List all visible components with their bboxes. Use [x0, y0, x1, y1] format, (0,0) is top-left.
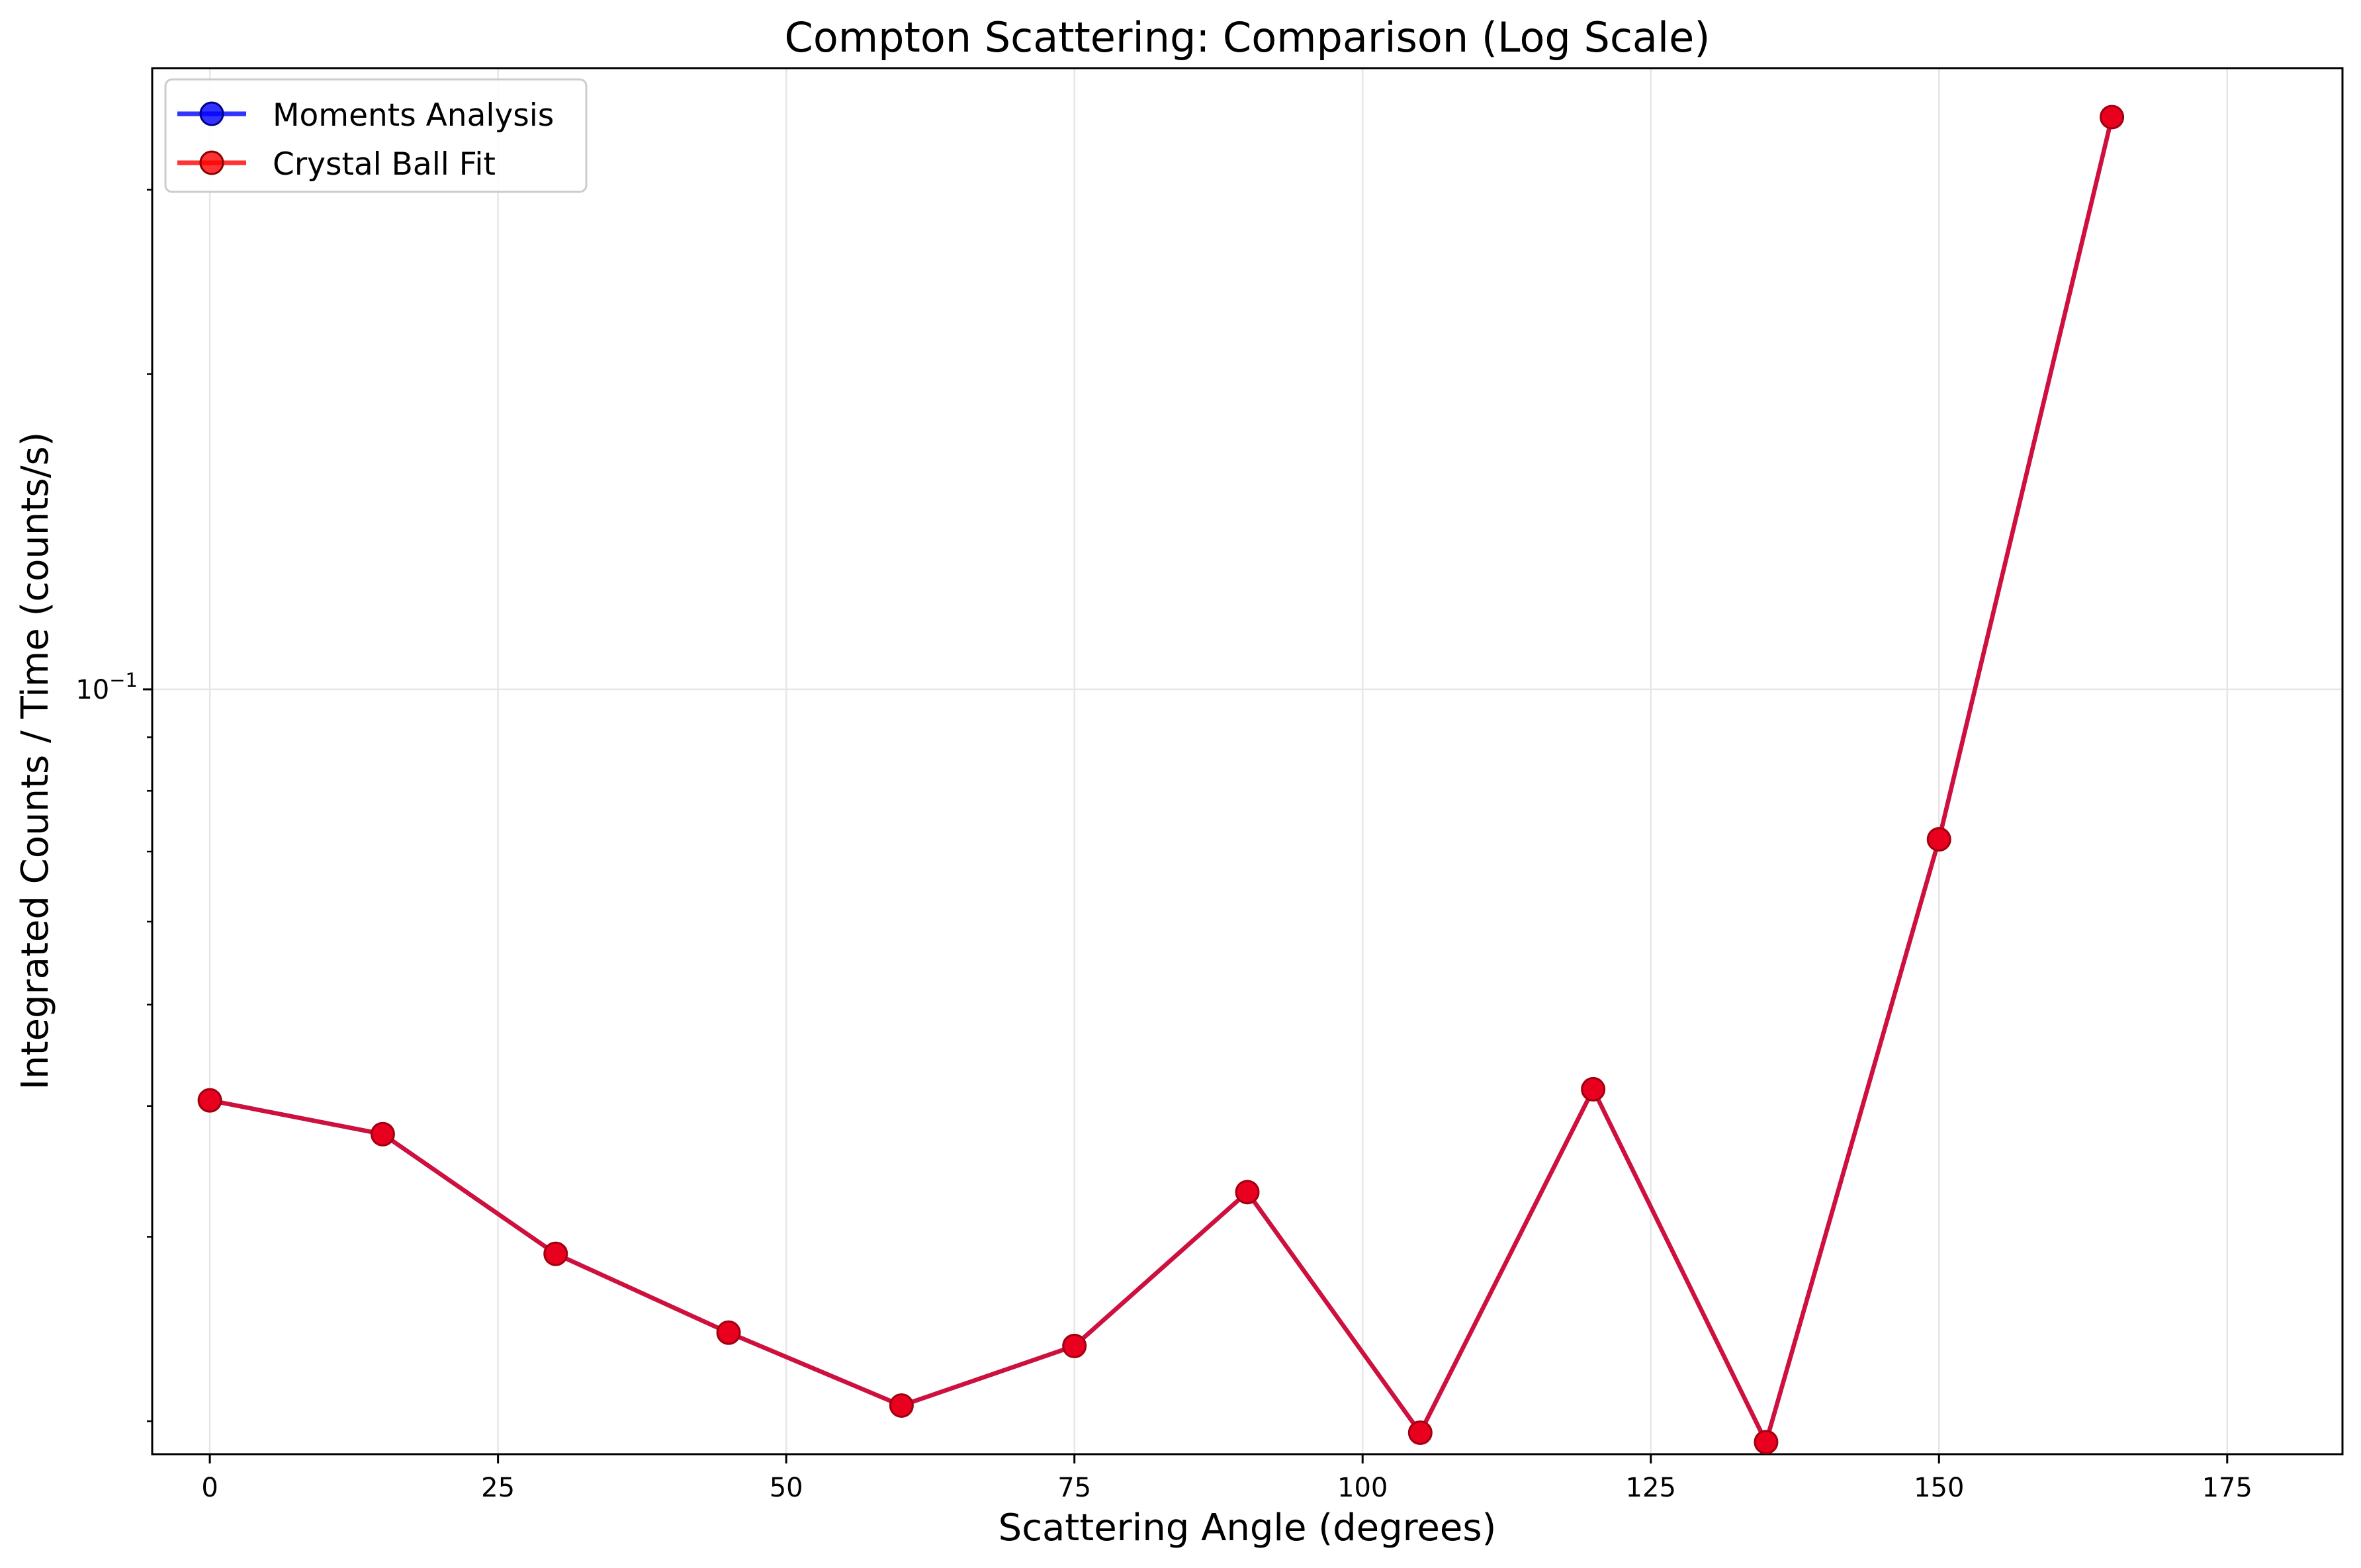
legend-label-moments: Moments Analysis — [273, 97, 554, 134]
x-axis-ticks: 0 25 50 75 100 125 150 175 — [201, 1454, 2252, 1503]
series-layer — [197, 105, 2125, 1455]
x-tick-label: 100 — [1337, 1473, 1388, 1503]
legend: Moments Analysis Crystal Ball Fit — [164, 78, 588, 193]
legend-entry-moments: Moments Analysis — [177, 97, 554, 134]
data-point-crystal-ball — [1926, 827, 1951, 852]
data-point-crystal-ball — [1581, 1076, 1606, 1102]
data-point-crystal-ball — [370, 1121, 395, 1147]
data-point-crystal-ball — [1235, 1180, 1260, 1205]
data-point-crystal-ball — [1754, 1430, 1779, 1455]
y-tick-label: 10−1 — [75, 669, 138, 705]
x-tick-label: 0 — [201, 1473, 218, 1503]
data-point-crystal-ball — [1407, 1420, 1433, 1446]
x-tick-label: 75 — [1057, 1473, 1091, 1503]
legend-entry-crystal-ball: Crystal Ball Fit — [177, 146, 496, 183]
data-point-crystal-ball — [889, 1393, 914, 1418]
legend-label-crystal-ball: Crystal Ball Fit — [273, 146, 496, 183]
x-tick-label: 125 — [1626, 1473, 1676, 1503]
y-axis-ticks: 10−1 — [75, 189, 152, 1422]
x-axis-label: Scattering Angle (degrees) — [999, 1506, 1497, 1549]
series-line-crystal-ball — [209, 116, 2114, 1445]
data-point-crystal-ball — [197, 1088, 222, 1113]
legend-marker-crystal-ball — [199, 150, 224, 175]
data-point-crystal-ball — [1062, 1333, 1087, 1358]
grid-lines — [152, 68, 2342, 1454]
y-axis-label: Integrated Counts / Time (counts/s) — [14, 432, 57, 1090]
legend-marker-moments — [199, 101, 224, 126]
plot-area — [151, 67, 2344, 1456]
legend-box — [164, 78, 588, 193]
x-tick-label: 175 — [2202, 1473, 2252, 1503]
x-tick-label: 25 — [481, 1473, 515, 1503]
data-point-crystal-ball — [543, 1241, 568, 1266]
data-point-crystal-ball — [716, 1320, 741, 1345]
x-tick-label: 50 — [770, 1473, 803, 1503]
data-point-crystal-ball — [2100, 105, 2125, 130]
chart-title: Compton Scattering: Comparison (Log Scal… — [785, 13, 1711, 62]
x-tick-label: 150 — [1914, 1473, 1964, 1503]
